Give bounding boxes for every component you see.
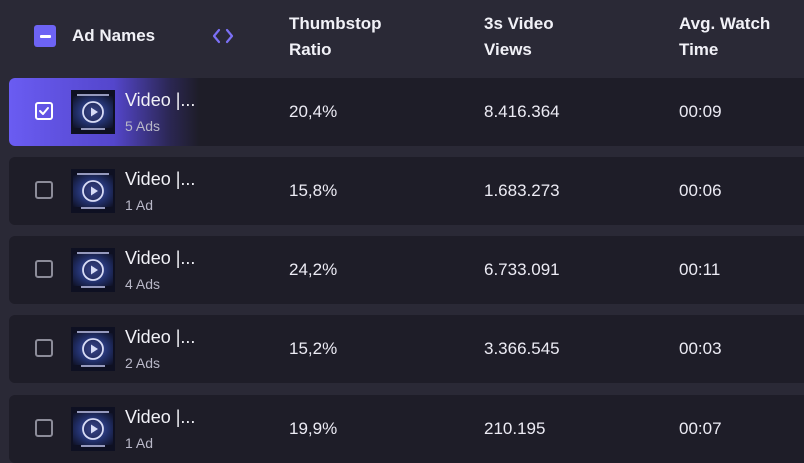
column-header-avg-watch-time[interactable]: Avg. Watch Time	[679, 11, 770, 63]
column-header-line: Thumbstop	[289, 14, 382, 33]
column-header-line: Ratio	[289, 40, 332, 59]
ad-thumbnail[interactable]	[71, 169, 115, 213]
column-header-line: Time	[679, 40, 719, 59]
thumbstop-ratio-cell: 15,2%	[289, 339, 338, 358]
video-views-cell: 1.683.273	[484, 181, 560, 200]
ad-thumbnail[interactable]	[71, 327, 115, 371]
avg-watch-time-cell: 00:09	[679, 102, 722, 121]
ad-name[interactable]: Video |...	[125, 248, 196, 268]
ad-count: 5 Ads	[125, 118, 161, 134]
video-views-cell: 8.416.364	[484, 102, 560, 121]
row-checkbox[interactable]	[35, 260, 53, 278]
ad-thumbnail[interactable]	[71, 90, 115, 134]
row-checkbox[interactable]	[35, 102, 53, 120]
select-all-checkbox[interactable]	[34, 25, 56, 47]
play-icon	[82, 418, 104, 440]
avg-watch-time-cell: 00:06	[679, 181, 722, 200]
table-row[interactable]: Video |... 5 Ads 20,4% 8.416.364 00:09	[9, 78, 804, 146]
row-checkbox[interactable]	[35, 339, 53, 357]
avg-watch-time-cell: 00:07	[679, 419, 722, 438]
video-views-cell: 210.195	[484, 419, 546, 438]
table-row[interactable]: Video |... 1 Ad 19,9% 210.195 00:07	[9, 395, 804, 463]
ad-name[interactable]: Video |...	[125, 90, 196, 110]
column-header-3s-video-views[interactable]: 3s Video Views	[484, 11, 554, 63]
avg-watch-time-cell: 00:11	[679, 260, 721, 279]
thumbstop-ratio-cell: 19,9%	[289, 419, 338, 438]
ad-thumbnail[interactable]	[71, 407, 115, 451]
ad-count: 1 Ad	[125, 435, 154, 451]
thumbstop-ratio-cell: 20,4%	[289, 102, 338, 121]
thumbstop-ratio-cell: 24,2%	[289, 260, 338, 279]
ad-name[interactable]: Video |...	[125, 327, 196, 347]
ad-name[interactable]: Video |...	[125, 169, 196, 189]
ad-names-header[interactable]: Ad Names	[72, 26, 156, 45]
row-checkbox[interactable]	[35, 419, 53, 437]
code-chevrons-icon[interactable]	[211, 26, 235, 46]
checkmark-icon	[39, 107, 49, 115]
column-header-thumbstop-ratio[interactable]: Thumbstop Ratio	[289, 11, 382, 63]
ad-count: 1 Ad	[125, 197, 154, 213]
thumbstop-ratio-cell: 15,8%	[289, 181, 338, 200]
video-views-cell: 3.366.545	[484, 339, 560, 358]
ad-count: 4 Ads	[125, 276, 161, 292]
column-header-line: 3s Video	[484, 14, 554, 33]
column-header-line: Avg. Watch	[679, 14, 771, 33]
play-icon	[82, 180, 104, 202]
video-views-cell: 6.733.091	[484, 260, 560, 279]
avg-watch-time-cell: 00:03	[679, 339, 722, 358]
table-row[interactable]: Video |... 2 Ads 15,2% 3.366.545 00:03	[9, 315, 804, 383]
play-icon	[82, 338, 104, 360]
table-row[interactable]: Video |... 1 Ad 15,8% 1.683.273 00:06	[9, 157, 804, 225]
ad-name[interactable]: Video |...	[125, 407, 196, 427]
play-icon	[82, 259, 104, 281]
column-header-line: Views	[484, 40, 532, 59]
play-icon	[82, 101, 104, 123]
minus-icon	[39, 34, 51, 38]
ad-count: 2 Ads	[125, 355, 161, 371]
table-header: Ad Names Thumbstop Ratio 3s Video Views …	[0, 0, 804, 74]
row-checkbox[interactable]	[35, 181, 53, 199]
ad-thumbnail[interactable]	[71, 248, 115, 292]
table-row[interactable]: Video |... 4 Ads 24,2% 6.733.091 00:11	[9, 236, 804, 304]
